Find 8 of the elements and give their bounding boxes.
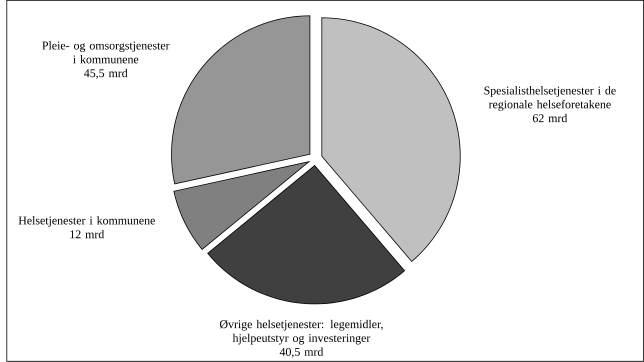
slice-label: Spesialisthelsetjenester i de regionale helseforetakene [484,86,616,111]
data-label: 62 mrd [532,114,568,122]
slice-label: Pleie- og omsorgstjenester i kommunene [42,41,170,64]
slice-label: Øvrige helsetjenester: legemidler, hjelpeutstyr og investeringer [220,320,383,344]
data-label: 45,5 mrd [84,68,128,79]
slice-label: Helsetjenester i kommunene [18,216,155,227]
data-label: 40,5 mrd [280,348,324,358]
data-label: 12 mrd [70,230,104,238]
